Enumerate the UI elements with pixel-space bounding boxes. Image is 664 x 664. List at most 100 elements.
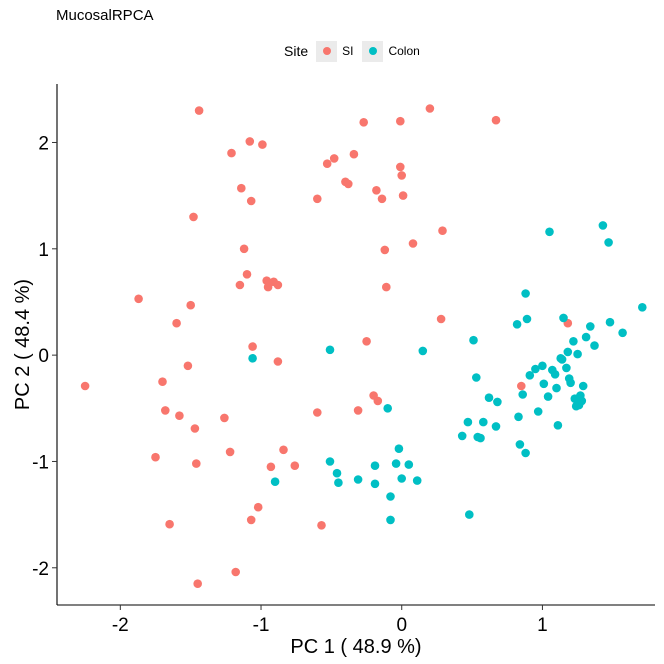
point-si-1 [134,294,143,304]
point-si-27 [253,502,263,512]
point-si-8 [183,361,193,371]
point-si-56 [397,171,407,180]
legend-dot-colon [368,47,377,55]
point-colon-42 [545,227,554,237]
point-si-23 [245,137,255,146]
y-axis-title: PC 2 ( 48.4 %) [12,279,34,410]
point-si-57 [398,191,408,200]
point-si-17 [227,148,236,158]
point-colon-16 [412,476,422,485]
point-colon-44 [550,370,560,379]
point-si-47 [362,337,371,346]
point-si-2 [151,452,160,462]
legend: Site SI Colon [284,40,429,62]
point-colon-22 [472,373,481,382]
point-si-30 [263,282,273,292]
point-si-45 [353,406,363,415]
point-si-0 [80,381,90,391]
point-si-62 [491,115,501,125]
point-colon-37 [531,364,540,374]
point-si-35 [279,445,288,455]
y-tick-label: 1 [38,240,49,261]
legend-label-colon: Colon [388,44,420,58]
point-colon-48 [557,355,567,364]
point-si-19 [235,280,245,290]
x-tick-label: 1 [537,615,548,636]
point-colon-19 [463,417,473,427]
point-si-44 [349,149,359,159]
x-tick-label: -1 [253,615,270,636]
point-si-61 [436,314,446,324]
point-colon-54 [569,337,578,346]
point-colon-40 [539,379,549,389]
point-colon-5 [334,478,343,488]
point-colon-61 [578,381,588,391]
point-colon-67 [605,317,615,327]
point-colon-0 [248,354,257,363]
y-tick-label: -1 [32,452,49,473]
x-tick-label: -2 [112,615,129,636]
point-si-21 [239,244,249,254]
point-colon-11 [386,492,395,501]
point-colon-64 [590,341,599,350]
chart-title: MucosalRPCA [56,7,154,24]
point-colon-41 [543,392,553,401]
point-si-18 [231,567,240,577]
point-si-29 [262,276,272,286]
point-colon-46 [553,421,563,430]
x-axis-title: PC 1 ( 48.9 %) [290,636,421,658]
point-si-53 [382,282,391,292]
point-colon-45 [552,383,561,393]
point-si-24 [246,196,256,206]
point-colon-39 [538,361,547,371]
point-si-7 [175,411,184,421]
point-si-51 [377,194,387,204]
point-colon-60 [577,396,587,406]
point-colon-3 [325,457,335,466]
point-si-4 [161,406,170,415]
point-si-40 [322,159,332,168]
point-colon-36 [525,371,535,380]
point-colon-69 [638,303,647,312]
point-si-41 [329,154,339,163]
point-colon-30 [514,412,523,422]
point-colon-65 [598,221,608,230]
legend-key-colon [362,40,384,62]
point-si-58 [408,239,418,248]
point-colon-20 [465,510,474,519]
y-tick-label: -2 [32,559,49,580]
point-si-28 [258,140,267,149]
point-si-25 [246,515,256,525]
point-si-20 [237,183,246,193]
y-tick-label: 0 [38,346,49,367]
point-si-3 [158,377,167,387]
point-si-59 [425,104,435,113]
point-si-13 [193,579,202,588]
point-colon-18 [457,431,467,441]
point-si-22 [242,270,252,279]
point-si-36 [290,461,300,471]
point-colon-66 [604,238,613,247]
point-si-38 [313,408,322,417]
legend-label-si: SI [342,44,354,58]
point-colon-6 [353,475,363,484]
point-si-6 [172,318,181,328]
point-colon-63 [586,322,595,331]
point-colon-57 [573,349,582,359]
point-colon-32 [518,390,527,399]
point-colon-31 [515,440,525,449]
point-colon-25 [479,417,488,427]
point-colon-50 [562,363,571,373]
point-si-5 [165,519,174,529]
point-si-11 [190,424,200,433]
legend-dot-si [322,47,331,55]
point-si-10 [189,212,198,222]
point-si-43 [344,179,353,189]
point-colon-12 [391,459,401,468]
point-si-37 [313,194,322,204]
point-colon-2 [325,345,335,355]
y-tick-label: 2 [38,133,49,154]
point-colon-49 [559,313,568,323]
point-colon-29 [512,320,522,329]
point-colon-26 [484,393,494,403]
